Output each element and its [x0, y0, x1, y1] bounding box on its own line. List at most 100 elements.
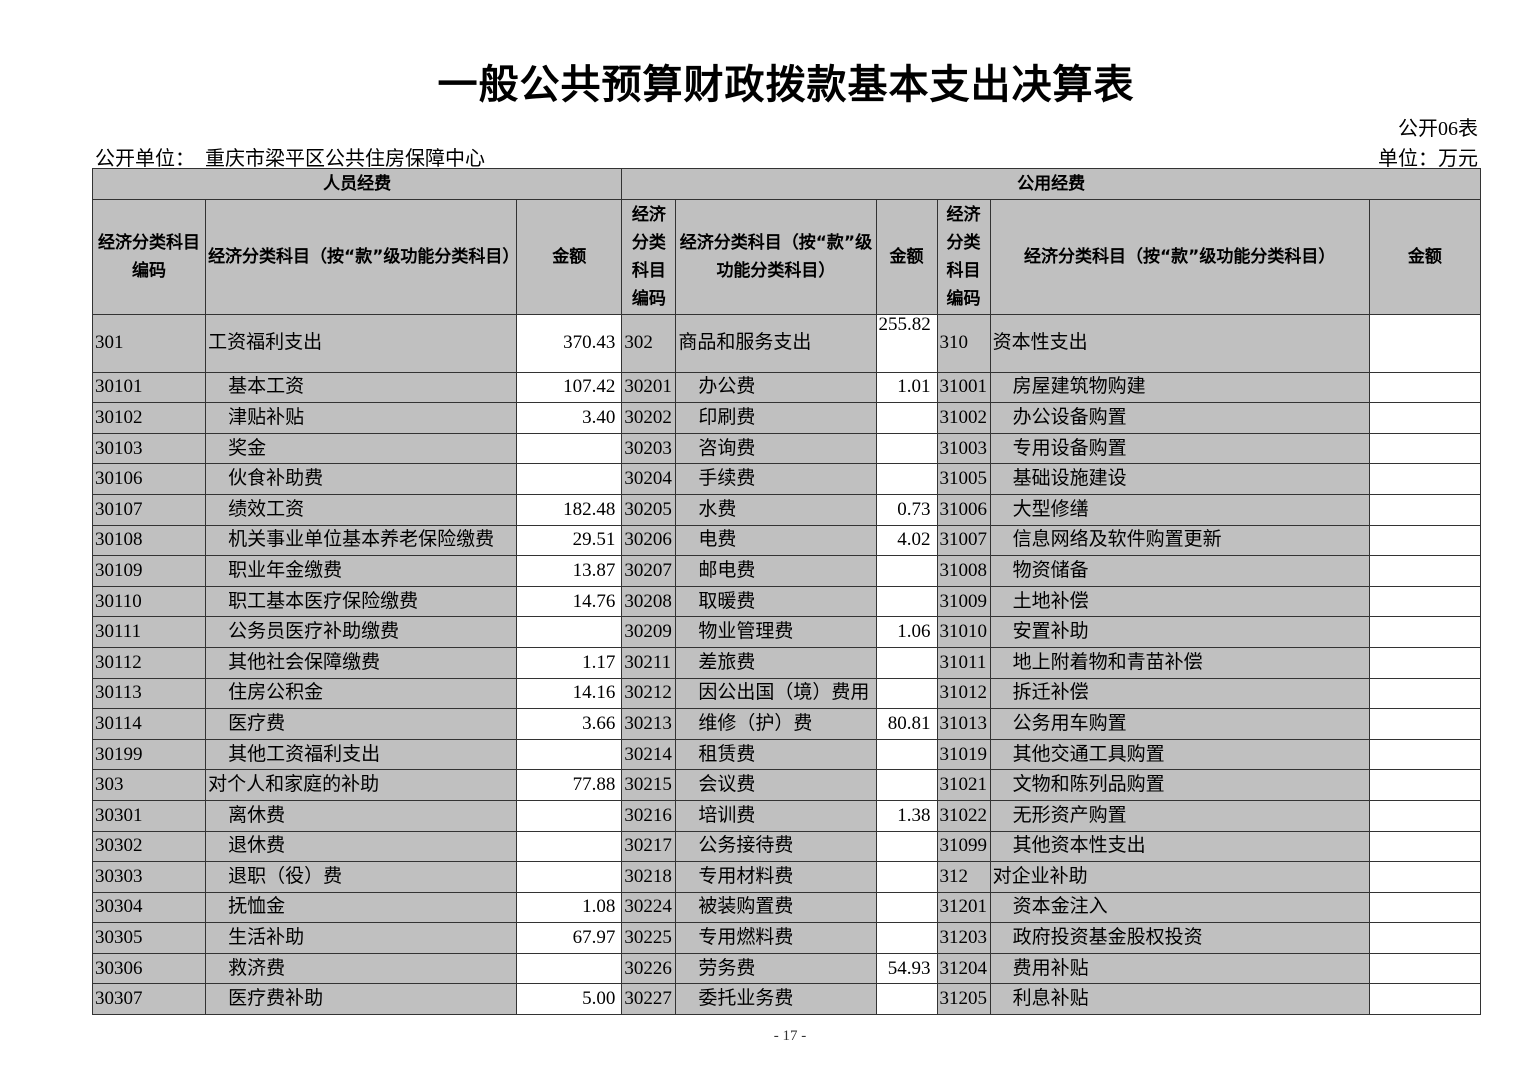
code-cell: 30209 — [621, 616, 677, 648]
amount-cell: 80.81 — [875, 708, 938, 740]
table-row: 30112 其他社会保障缴费 1.17 30211 差旅费 31011 地上附着物和青苗补偿 — [91, 646, 1482, 679]
amount-cell: 107.42 — [516, 371, 623, 404]
table-row: 30111 公务员医疗补助缴费 30209 物业管理费 1.06 31010 安置补助 — [91, 616, 1482, 648]
name-cell: 政府投资基金股权投资 — [989, 922, 1370, 954]
amount-cell: 1.08 — [516, 891, 623, 924]
amount-cell — [516, 463, 623, 495]
name-cell: 资本金注入 — [989, 891, 1370, 924]
name-cell: 公务用车购置 — [989, 708, 1370, 740]
code-cell: 30301 — [91, 799, 207, 832]
name-cell: 维修（护）费 — [675, 708, 877, 740]
name-cell: 基础设施建设 — [989, 463, 1370, 495]
amount-cell — [516, 616, 623, 648]
code-cell: 30203 — [621, 432, 677, 465]
amount-cell — [516, 432, 623, 465]
currency-unit: 单位：万元 — [1378, 148, 1478, 170]
amount-cell: 255.82 — [875, 313, 938, 373]
code-cell: 30211 — [621, 646, 677, 679]
name-cell: 离休费 — [205, 799, 518, 832]
table-row: 30107 绩效工资 182.48 30205 水费 0.73 31006 大型修缮 — [91, 493, 1482, 526]
table-row: 30101 基本工资 107.42 30201 办公费 1.01 31001 房屋建筑物购建 — [91, 371, 1482, 404]
name-cell: 印刷费 — [675, 402, 877, 434]
amount-cell: 29.51 — [516, 524, 623, 557]
amount-cell — [1368, 983, 1482, 1016]
code-header-2: 经济分类科目编码 — [621, 198, 677, 315]
amount-cell — [1368, 891, 1482, 924]
name-cell: 物资储备 — [989, 555, 1370, 587]
code-cell: 31203 — [936, 922, 991, 954]
code-cell: 30213 — [621, 708, 677, 740]
form-number: 公开06表 — [1398, 118, 1478, 140]
name-cell: 信息网络及软件购置更新 — [989, 524, 1370, 557]
name-cell: 职业年金缴费 — [205, 555, 518, 587]
name-cell: 对企业补助 — [989, 861, 1370, 893]
code-cell: 31005 — [936, 463, 991, 495]
name-cell: 伙食补助费 — [205, 463, 518, 495]
amount-cell: 0.73 — [875, 493, 938, 526]
code-cell: 31099 — [936, 830, 991, 863]
amount-cell — [1368, 646, 1482, 679]
code-cell: 30214 — [621, 738, 677, 771]
code-cell: 30306 — [91, 952, 207, 985]
code-cell: 30204 — [621, 463, 677, 495]
code-cell: 30212 — [621, 677, 677, 710]
amount-cell — [875, 402, 938, 434]
amount-cell — [875, 646, 938, 679]
name-cell: 安置补助 — [989, 616, 1370, 648]
code-cell: 31009 — [936, 585, 991, 618]
name-cell: 专用设备购置 — [989, 432, 1370, 465]
amount-cell: 67.97 — [516, 922, 623, 954]
table-row: 30110 职工基本医疗保险缴费 14.76 30208 取暖费 31009 土地补偿 — [91, 585, 1482, 618]
name-cell: 费用补贴 — [989, 952, 1370, 985]
code-cell: 31001 — [936, 371, 991, 404]
code-cell: 31013 — [936, 708, 991, 740]
code-cell: 30110 — [91, 585, 207, 618]
code-cell: 31011 — [936, 646, 991, 679]
name-cell: 医疗费 — [205, 708, 518, 740]
amount-cell: 1.17 — [516, 646, 623, 679]
name-cell: 其他交通工具购置 — [989, 738, 1370, 771]
code-cell: 31021 — [936, 769, 991, 801]
name-cell: 地上附着物和青苗补偿 — [989, 646, 1370, 679]
code-cell: 30205 — [621, 493, 677, 526]
code-cell: 30304 — [91, 891, 207, 924]
code-cell: 30103 — [91, 432, 207, 465]
name-cell: 劳务费 — [675, 952, 877, 985]
amount-cell — [1368, 493, 1482, 526]
name-cell: 退休费 — [205, 830, 518, 863]
code-cell: 30215 — [621, 769, 677, 801]
name-cell: 手续费 — [675, 463, 877, 495]
name-cell: 电费 — [675, 524, 877, 557]
name-cell: 取暖费 — [675, 585, 877, 618]
unit-line: 公开单位： 重庆市梁平区公共住房保障中心 单位：万元 — [95, 142, 1478, 171]
group-public-header: 公用经费 — [621, 168, 1481, 200]
amount-header-1: 金额 — [516, 198, 623, 315]
amount-cell — [875, 738, 938, 771]
name-cell: 其他社会保障缴费 — [205, 646, 518, 679]
amount-cell — [875, 555, 938, 587]
amount-cell — [1368, 738, 1482, 771]
code-cell: 31201 — [936, 891, 991, 924]
amount-cell: 3.40 — [516, 402, 623, 434]
page-title: 一般公共预算财政拨款基本支出决算表 — [437, 62, 1135, 107]
code-cell: 31006 — [936, 493, 991, 526]
table-row: 30306 救济费 30226 劳务费 54.93 31204 费用补贴 — [91, 952, 1482, 985]
code-cell: 31008 — [936, 555, 991, 587]
code-cell: 30106 — [91, 463, 207, 495]
amount-cell — [1368, 432, 1482, 465]
amount-cell: 77.88 — [516, 769, 623, 801]
amount-cell: 54.93 — [875, 952, 938, 985]
code-cell: 30206 — [621, 524, 677, 557]
table-row: 30302 退休费 30217 公务接待费 31099 其他资本性支出 — [91, 830, 1482, 863]
amount-cell: 14.76 — [516, 585, 623, 618]
table-row: 30304 抚恤金 1.08 30224 被装购置费 31201 资本金注入 — [91, 891, 1482, 924]
code-cell: 30202 — [621, 402, 677, 434]
code-cell: 30199 — [91, 738, 207, 771]
amount-header-2: 金额 — [875, 198, 938, 315]
code-cell: 30227 — [621, 983, 677, 1016]
name-cell: 职工基本医疗保险缴费 — [205, 585, 518, 618]
table-row: 30102 津贴补贴 3.40 30202 印刷费 31002 办公设备购置 — [91, 402, 1482, 434]
name-cell: 因公出国（境）费用 — [675, 677, 877, 710]
unit-name: 重庆市梁平区公共住房保障中心 — [205, 148, 485, 170]
amount-cell — [1368, 861, 1482, 893]
